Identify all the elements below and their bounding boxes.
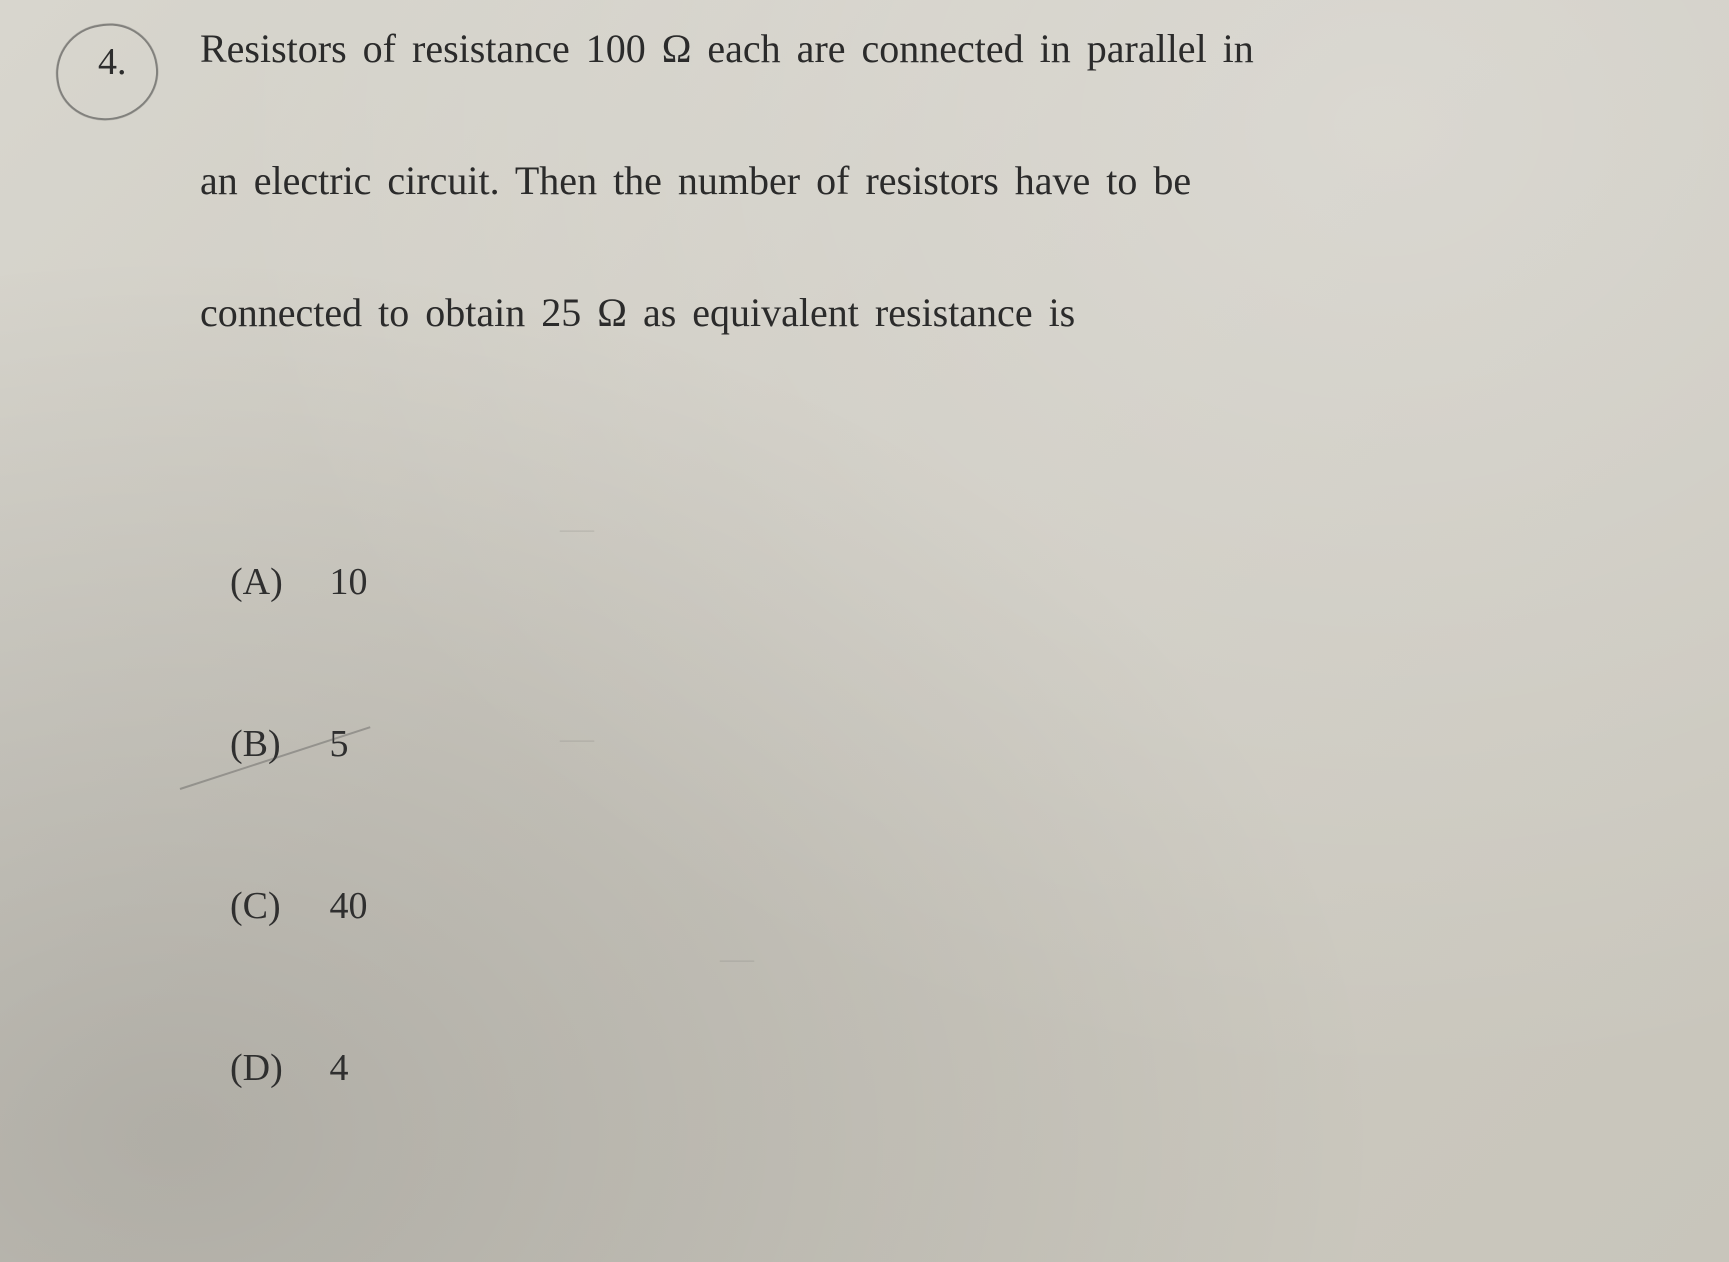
option-d-value: 4	[330, 1047, 349, 1089]
option-c-value: 40	[330, 885, 368, 927]
faint-mark: ―	[720, 940, 754, 978]
option-b: (B) 5	[230, 722, 368, 766]
faint-mark: ―	[560, 510, 594, 548]
question-number-wrap: 4.	[48, 18, 158, 128]
options-list: (A) 10 (B) 5 (C) 40 (D) 4	[230, 560, 368, 1208]
option-d-label: (D)	[230, 1046, 320, 1090]
option-b-label: (B)	[230, 722, 320, 766]
option-c-label: (C)	[230, 884, 320, 928]
option-a: (A) 10	[230, 560, 368, 604]
exam-page: 4. Resistors of resistance 100 Ω each ar…	[0, 0, 1729, 1262]
option-a-value: 10	[330, 561, 368, 603]
faint-mark: ―	[560, 720, 594, 758]
option-d: (D) 4	[230, 1046, 368, 1090]
option-a-label: (A)	[230, 560, 320, 604]
stem-line-1: Resistors of resistance 100 Ω each are c…	[200, 22, 1649, 76]
option-b-value: 5	[330, 723, 349, 765]
question-number: 4.	[98, 40, 127, 84]
option-c: (C) 40	[230, 884, 368, 928]
stem-line-3: connected to obtain 25 Ω as equivalent r…	[200, 286, 1649, 340]
stem-line-2: an electric circuit. Then the number of …	[200, 154, 1649, 208]
question-stem: Resistors of resistance 100 Ω each are c…	[200, 22, 1649, 418]
